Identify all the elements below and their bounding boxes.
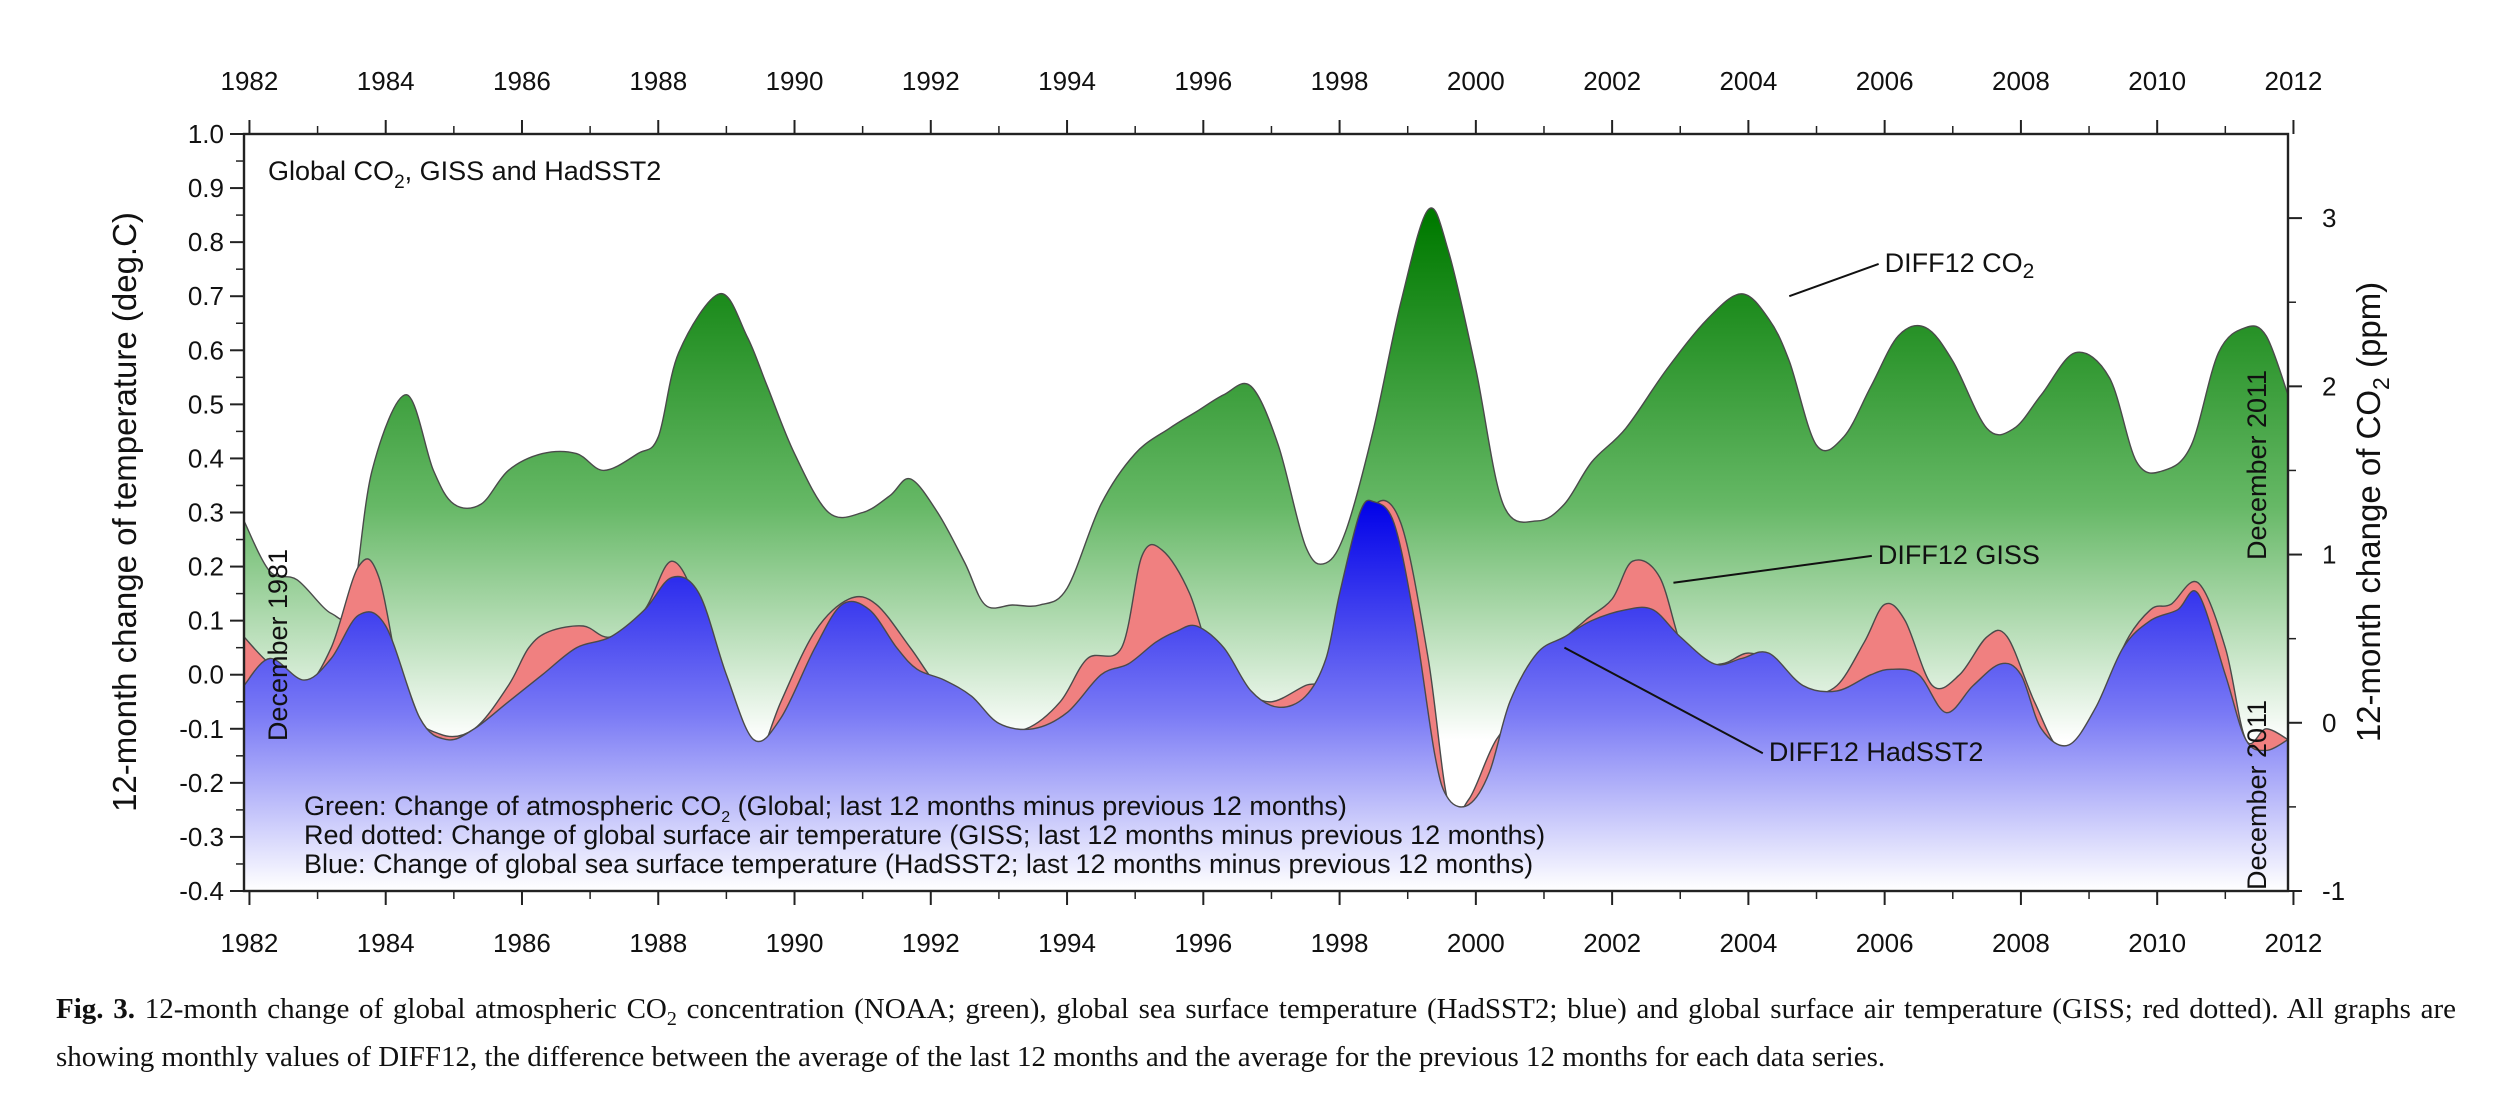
series-line-hadsst2	[244, 499, 2288, 808]
panel-title-prefix: Global CO	[268, 156, 394, 186]
series-label: DIFF12 HadSST2	[1769, 737, 1984, 767]
legend-line-1-sub: 2	[721, 809, 730, 826]
edge-label-right-top: December 2011	[2242, 370, 2272, 560]
x-tick-label-bottom: 2006	[1856, 928, 1914, 958]
series-label-leader	[1788, 262, 1879, 298]
x-tick-label-top: 2002	[1583, 66, 1641, 96]
y-left-tick-label: 1.0	[188, 119, 224, 149]
y-left-tick-label: 0.0	[188, 660, 224, 690]
legend-line-1-suffix: (Global; last 12 months minus previous 1…	[730, 791, 1347, 821]
series-label-sub: 2	[2023, 260, 2035, 283]
axes-layer: 1982 1982 1984 1984 1986 1986 1988 1988 1990 1990…	[179, 66, 2345, 958]
legend-line-1: Green: Change of atmospheric CO2 (Global…	[304, 791, 1347, 826]
x-tick-label-bottom: 1996	[1174, 928, 1232, 958]
caption-label: Fig. 3.	[56, 993, 135, 1025]
x-tick-label-bottom: 1994	[1038, 928, 1096, 958]
x-tick-label-bottom: 2010	[2128, 928, 2186, 958]
y-right-tick-label: 3	[2322, 203, 2336, 233]
right-axis-title: 12-month change of CO2 (ppm)	[2350, 282, 2394, 742]
panel-title-suffix: , GISS and HadSST2	[405, 156, 662, 186]
y-left-tick-label: 0.7	[188, 281, 224, 311]
x-tick-label-bottom: 2012	[2265, 928, 2323, 958]
x-tick-label-bottom: 1984	[357, 928, 415, 958]
chart-figure: 1982 1982 1984 1984 1986 1986 1988 1988 1990 1990…	[106, 66, 2394, 958]
x-tick-label-top: 2008	[1992, 66, 2050, 96]
y-left-tick-label: -0.2	[179, 768, 224, 798]
figure-caption: Fig. 3. 12-month change of global atmosp…	[56, 990, 2456, 1076]
x-tick-label-top: 1982	[221, 66, 279, 96]
x-tick-label-top: 1998	[1311, 66, 1369, 96]
caption-sub: 2	[666, 1007, 677, 1030]
legend-line-2: Red dotted: Change of global surface air…	[304, 820, 1545, 850]
y-left-tick-label: 0.1	[188, 606, 224, 636]
panel-title-sub: 2	[394, 172, 405, 193]
x-tick-label-top: 2004	[1719, 66, 1777, 96]
legend-line-3: Blue: Change of global sea surface tempe…	[304, 849, 1533, 879]
series-label-leader	[1563, 646, 1764, 755]
series-label: DIFF12 CO2	[1885, 248, 2035, 283]
y-left-tick-label: -0.1	[179, 714, 224, 744]
right-axis-title-prefix: 12-month change of CO	[2350, 390, 2387, 742]
x-tick-label-top: 1988	[629, 66, 687, 96]
x-tick-label-bottom: 2002	[1583, 928, 1641, 958]
x-tick-label-top: 1984	[357, 66, 415, 96]
x-tick-label-top: 2000	[1447, 66, 1505, 96]
x-tick-label-bottom: 1992	[902, 928, 960, 958]
y-right-tick-label: 0	[2322, 708, 2336, 738]
y-left-tick-label: -0.3	[179, 822, 224, 852]
y-left-tick-label: 0.3	[188, 498, 224, 528]
right-axis-title-suffix: (ppm)	[2350, 282, 2387, 377]
series-label-text: DIFF12 HadSST2	[1769, 737, 1984, 767]
x-tick-label-bottom: 2000	[1447, 928, 1505, 958]
series-label: DIFF12 GISS	[1878, 540, 2040, 570]
edge-label-left: December 1981	[263, 549, 293, 741]
x-tick-label-top: 2010	[2128, 66, 2186, 96]
legend: Green: Change of atmospheric CO2 (Global…	[304, 791, 1545, 879]
y-left-tick-label: -0.4	[179, 876, 224, 906]
x-tick-label-bottom: 1986	[493, 928, 551, 958]
caption-text-2: concentration (NOAA; green), global sea …	[56, 993, 2456, 1073]
y-left-tick-label: 0.6	[188, 335, 224, 365]
x-tick-label-top: 1994	[1038, 66, 1096, 96]
x-tick-label-bottom: 2004	[1719, 928, 1777, 958]
legend-line-1-prefix: Green: Change of atmospheric CO	[304, 791, 721, 821]
x-tick-label-top: 1990	[766, 66, 824, 96]
y-right-tick-label: -1	[2322, 876, 2345, 906]
y-left-tick-label: 0.4	[188, 443, 224, 473]
x-tick-label-bottom: 1990	[766, 928, 824, 958]
x-tick-label-bottom: 1998	[1311, 928, 1369, 958]
x-tick-label-bottom: 1988	[629, 928, 687, 958]
x-tick-label-top: 1996	[1174, 66, 1232, 96]
panel-title: Global CO2, GISS and HadSST2	[268, 156, 661, 193]
y-left-tick-label: 0.9	[188, 173, 224, 203]
y-right-tick-label: 2	[2322, 371, 2336, 401]
series-label-text: DIFF12 GISS	[1878, 540, 2040, 570]
series-label-leader	[1673, 554, 1872, 584]
x-tick-label-top: 1992	[902, 66, 960, 96]
x-tick-label-top: 1986	[493, 66, 551, 96]
series-label-text: DIFF12 CO	[1885, 248, 2023, 278]
y-left-tick-label: 0.5	[188, 389, 224, 419]
x-tick-label-bottom: 1982	[221, 928, 279, 958]
series-line-co2	[244, 207, 2288, 621]
x-tick-label-top: 2012	[2265, 66, 2323, 96]
series-labels: DIFF12 CO2 DIFF12 GISS DIFF12 HadSST2	[1563, 248, 2040, 767]
y-left-tick-label: 0.8	[188, 227, 224, 257]
x-tick-label-bottom: 2008	[1992, 928, 2050, 958]
right-axis-title-sub: 2	[2368, 377, 2394, 390]
series-layer	[244, 207, 2288, 891]
caption-text-1: 12-month change of global atmospheric CO	[135, 993, 667, 1025]
y-right-tick-label: 1	[2322, 540, 2336, 570]
y-left-tick-label: 0.2	[188, 552, 224, 582]
x-tick-label-top: 2006	[1856, 66, 1914, 96]
left-axis-title: 12-month change of temperature (deg.C)	[106, 212, 143, 812]
edge-label-right-bottom: December 2011	[2242, 700, 2272, 890]
series-area-hadsst2	[244, 500, 2288, 891]
